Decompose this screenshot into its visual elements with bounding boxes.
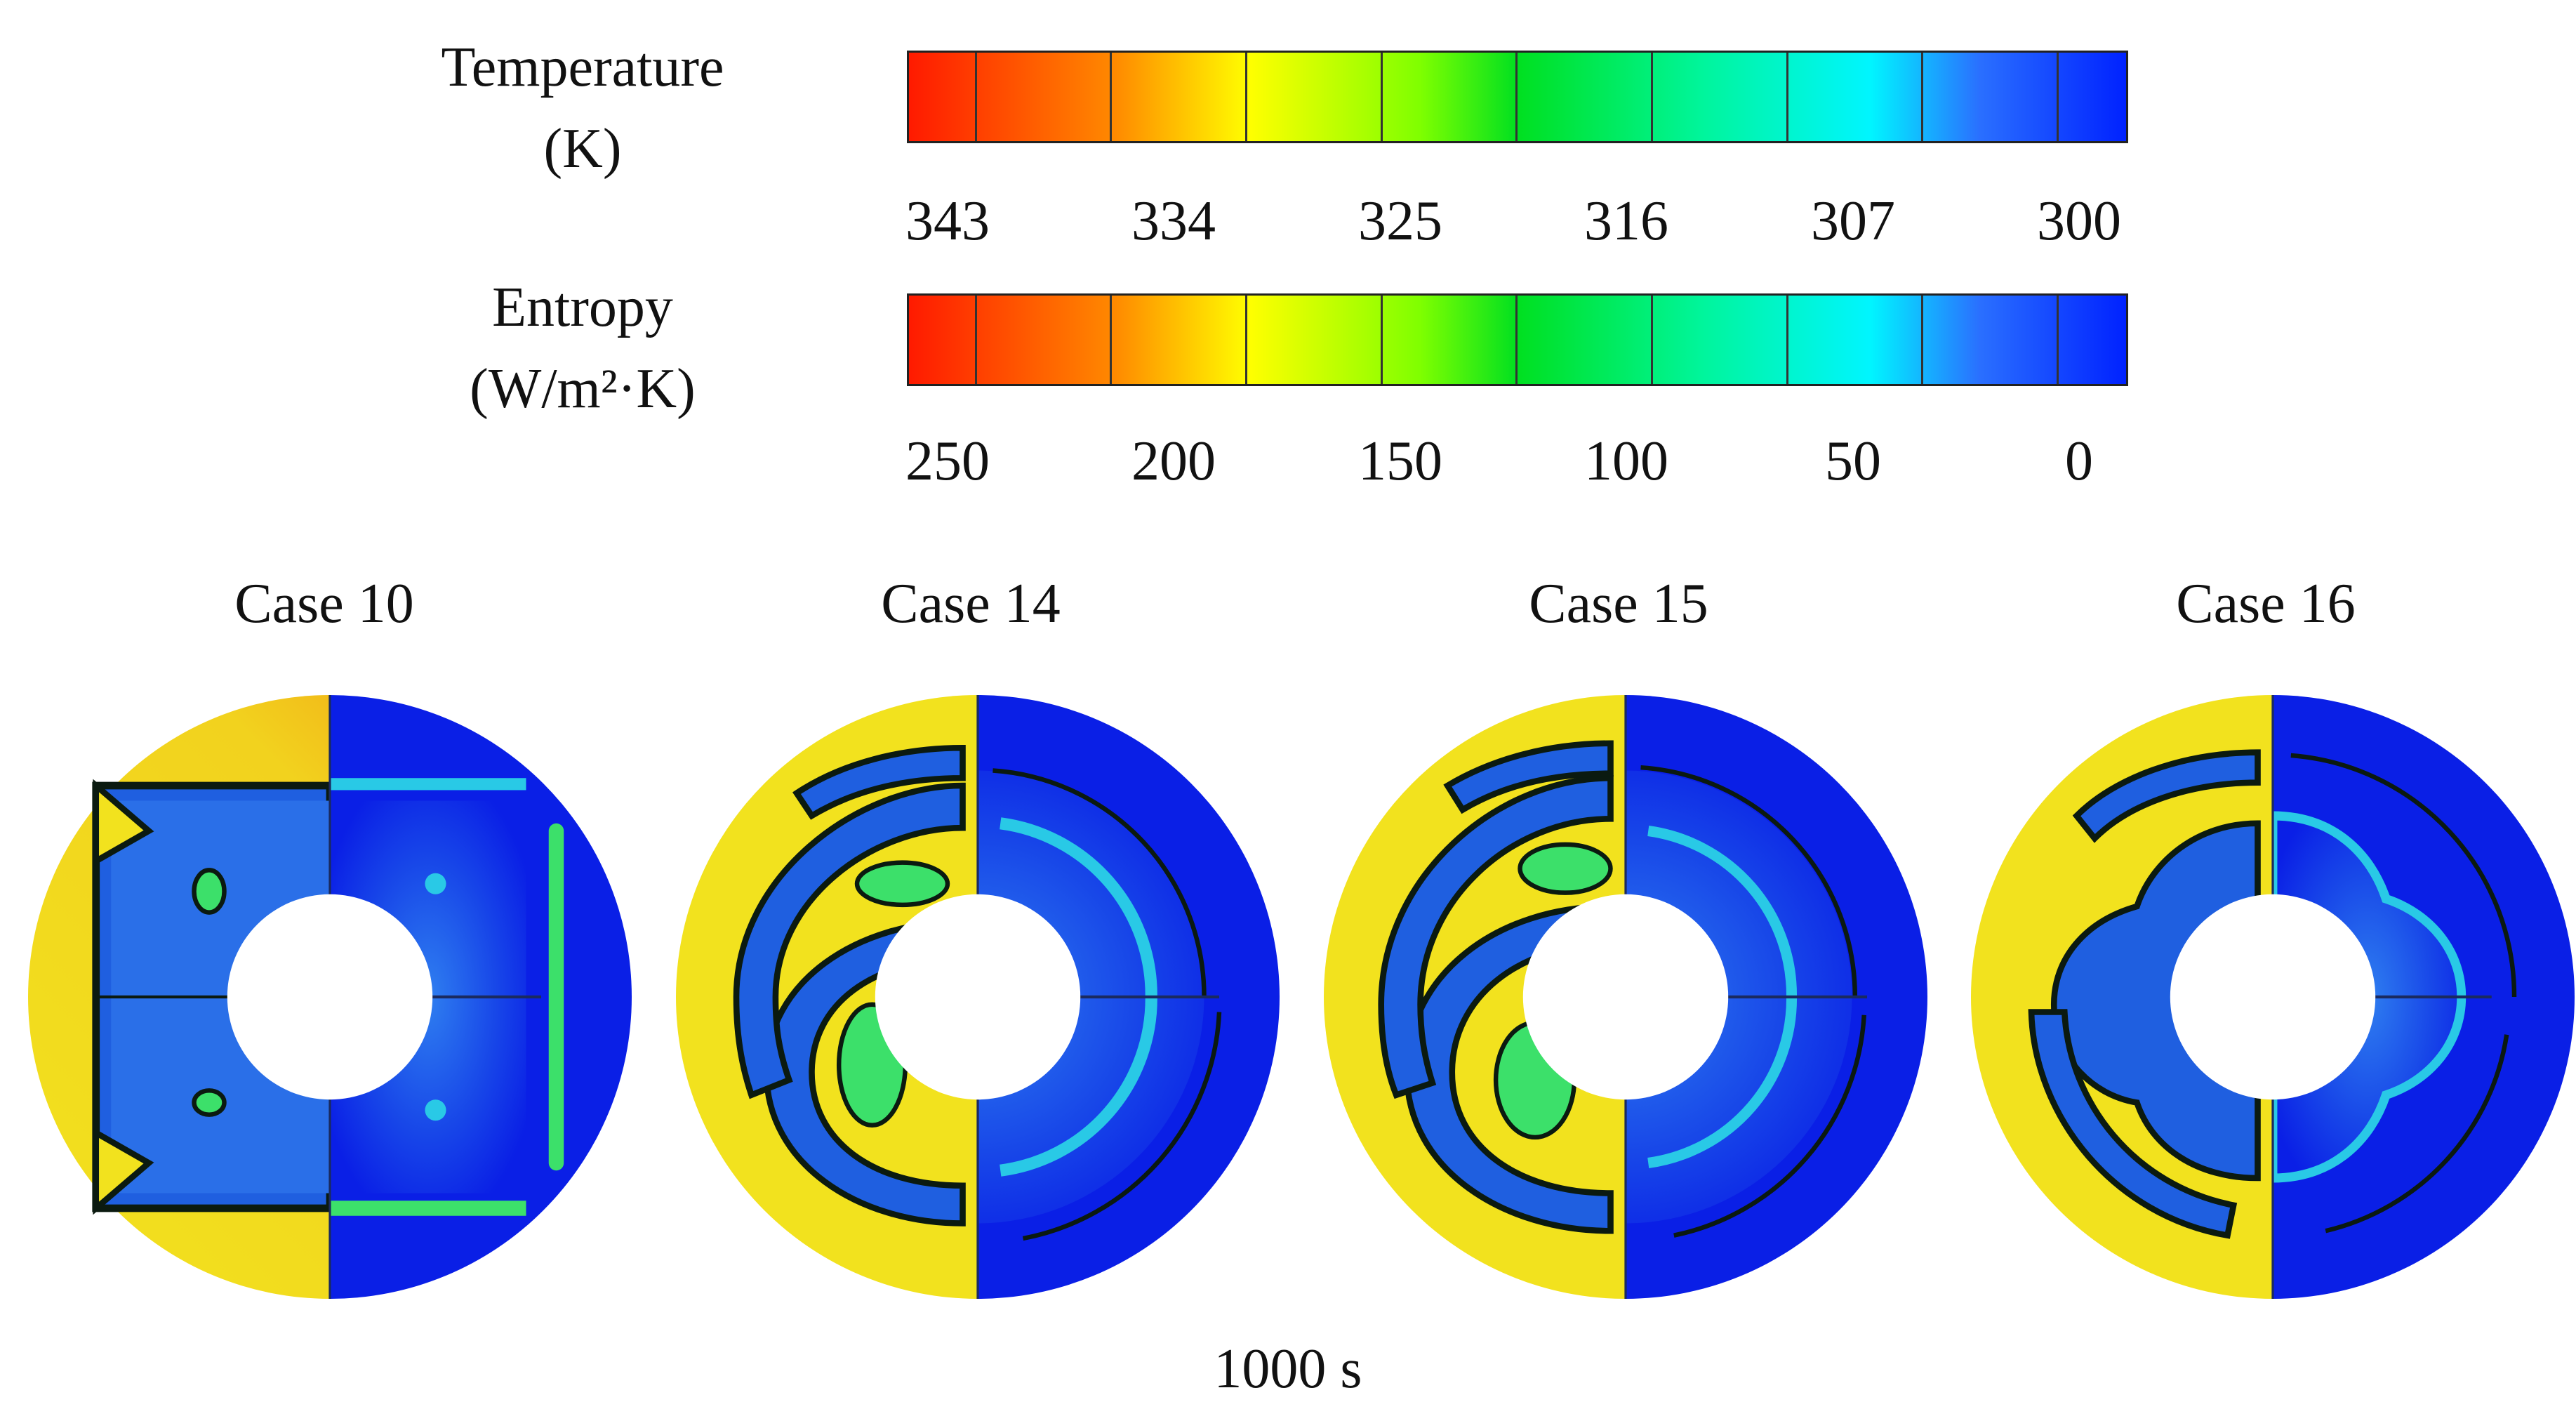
case-10-disc (28, 695, 632, 1299)
temperature-tick: 325 (1358, 190, 1442, 252)
melt-front (2072, 749, 2261, 843)
melt-front (1378, 774, 1614, 1099)
temperature-tick: 316 (1584, 190, 1668, 252)
melt-front (792, 744, 966, 820)
melt-front (1403, 903, 1614, 1234)
entropy-tick: 200 (1131, 430, 1216, 492)
melt-front (1443, 740, 1614, 814)
temperature-legend-title: Temperature (K) (407, 27, 758, 190)
case-label: Case 10 (234, 573, 414, 635)
entropy-colorbar (907, 293, 2128, 386)
case-16-disc (1971, 695, 2575, 1299)
hot-notch (93, 779, 154, 866)
entropy-legend-title: Entropy (W/m²·K) (407, 267, 758, 430)
entropy-tick: 150 (1358, 430, 1442, 492)
entropy-title-line2: (W/m²·K) (470, 358, 696, 420)
melt-front (2050, 820, 2261, 1182)
temperature-title-line1: Temperature (441, 37, 724, 98)
temperature-tick: 343 (905, 190, 990, 252)
entropy-title-line1: Entropy (492, 277, 673, 338)
time-label: 1000 s (1214, 1338, 1362, 1400)
temperature-tick: 300 (2037, 190, 2121, 252)
melt-front (763, 918, 966, 1227)
case-label: Case 15 (1529, 573, 1708, 635)
temperature-tick: 334 (1131, 190, 1216, 252)
temperature-tick: 307 (1811, 190, 1895, 252)
entropy-tick: 100 (1584, 430, 1668, 492)
temperature-colorbar (907, 51, 2128, 143)
entropy-tick: 0 (2065, 430, 2093, 492)
case-15-disc (1324, 695, 1927, 1299)
melt-front (2028, 1009, 2238, 1239)
case-label: Case 16 (2176, 573, 2356, 635)
entropy-tick: 250 (905, 430, 990, 492)
temperature-title-line2: (K) (543, 118, 622, 180)
case-14-disc (676, 695, 1280, 1299)
entropy-tick: 50 (1825, 430, 1881, 492)
melt-front (733, 782, 966, 1099)
hot-notch (93, 1128, 154, 1215)
case-label: Case 14 (881, 573, 1061, 635)
